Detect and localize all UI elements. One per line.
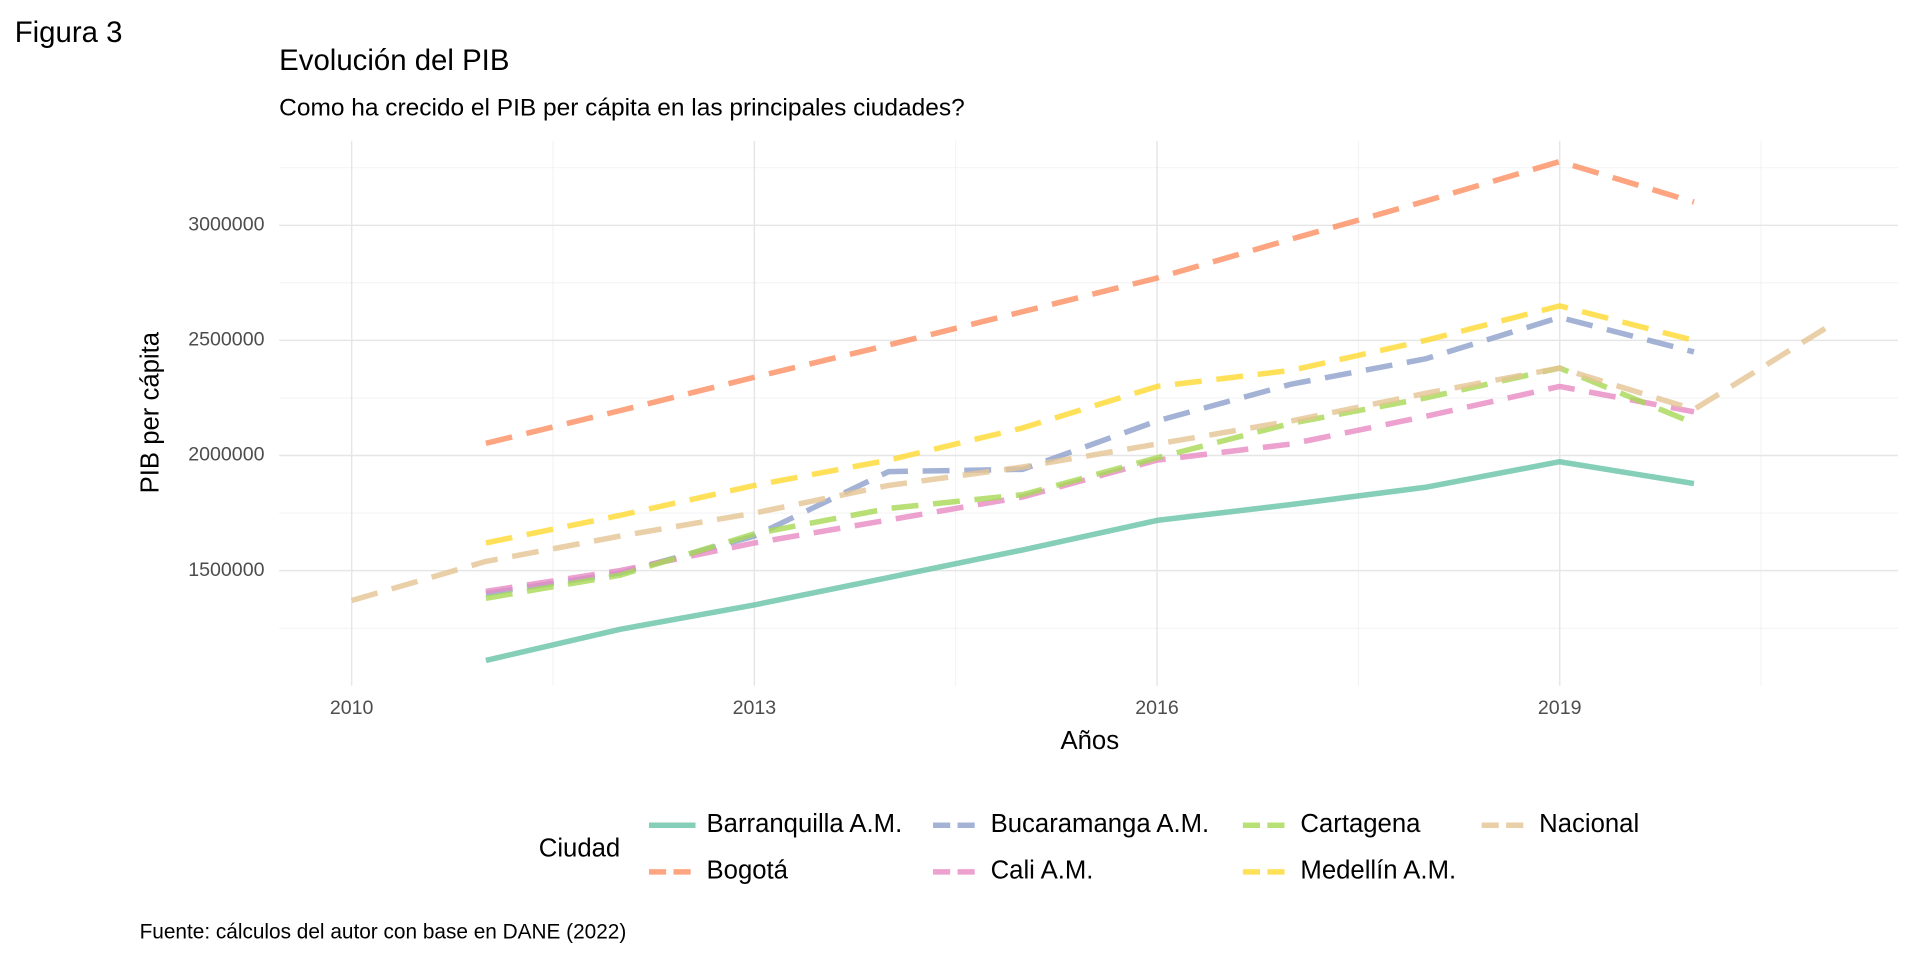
x-tick-label: 2019: [1538, 697, 1582, 719]
y-tick-label: 2000000: [188, 444, 264, 466]
legend: Barranquilla A.M. Bogotá Bucaramanga A.M. C…: [648, 810, 1639, 885]
chart-subtitle: Como ha crecido el PIB per cápita en las…: [279, 94, 965, 121]
x-tick-label: 2013: [733, 697, 777, 719]
legend-label: Bucaramanga A.M.: [991, 810, 1210, 838]
y-tick-label: 3000000: [188, 213, 264, 235]
x-tick-label: 2010: [330, 697, 374, 719]
series-line: [350, 324, 1830, 604]
y-axis-title: PIB per cápita: [137, 331, 165, 493]
legend-label: Nacional: [1539, 810, 1639, 838]
lines: [350, 158, 1830, 664]
grid: 1500000 2000000 2500000 3000000 2010 2013 2016…: [188, 140, 1898, 719]
y-tick-label: 2500000: [188, 329, 264, 351]
y-tick-label: 1500000: [188, 559, 264, 581]
series-line: [485, 314, 1695, 597]
legend-label: Medellín A.M.: [1300, 857, 1456, 885]
legend-label: Bogotá: [707, 857, 789, 885]
legend-label: Cali A.M.: [991, 857, 1094, 885]
x-axis-title: Años: [1060, 727, 1119, 755]
legend-label: Barranquilla A.M.: [707, 810, 903, 838]
figure-label: Figura 3: [15, 16, 123, 49]
legend-label: Cartagena: [1300, 810, 1421, 838]
series-line: [485, 458, 1695, 664]
series-line: [485, 383, 1695, 595]
legend-title: Ciudad: [539, 835, 620, 863]
x-tick-label: 2016: [1135, 697, 1179, 719]
caption: Fuente: cálculos del autor con base en D…: [140, 921, 627, 944]
chart-title: Evolución del PIB: [279, 44, 509, 77]
